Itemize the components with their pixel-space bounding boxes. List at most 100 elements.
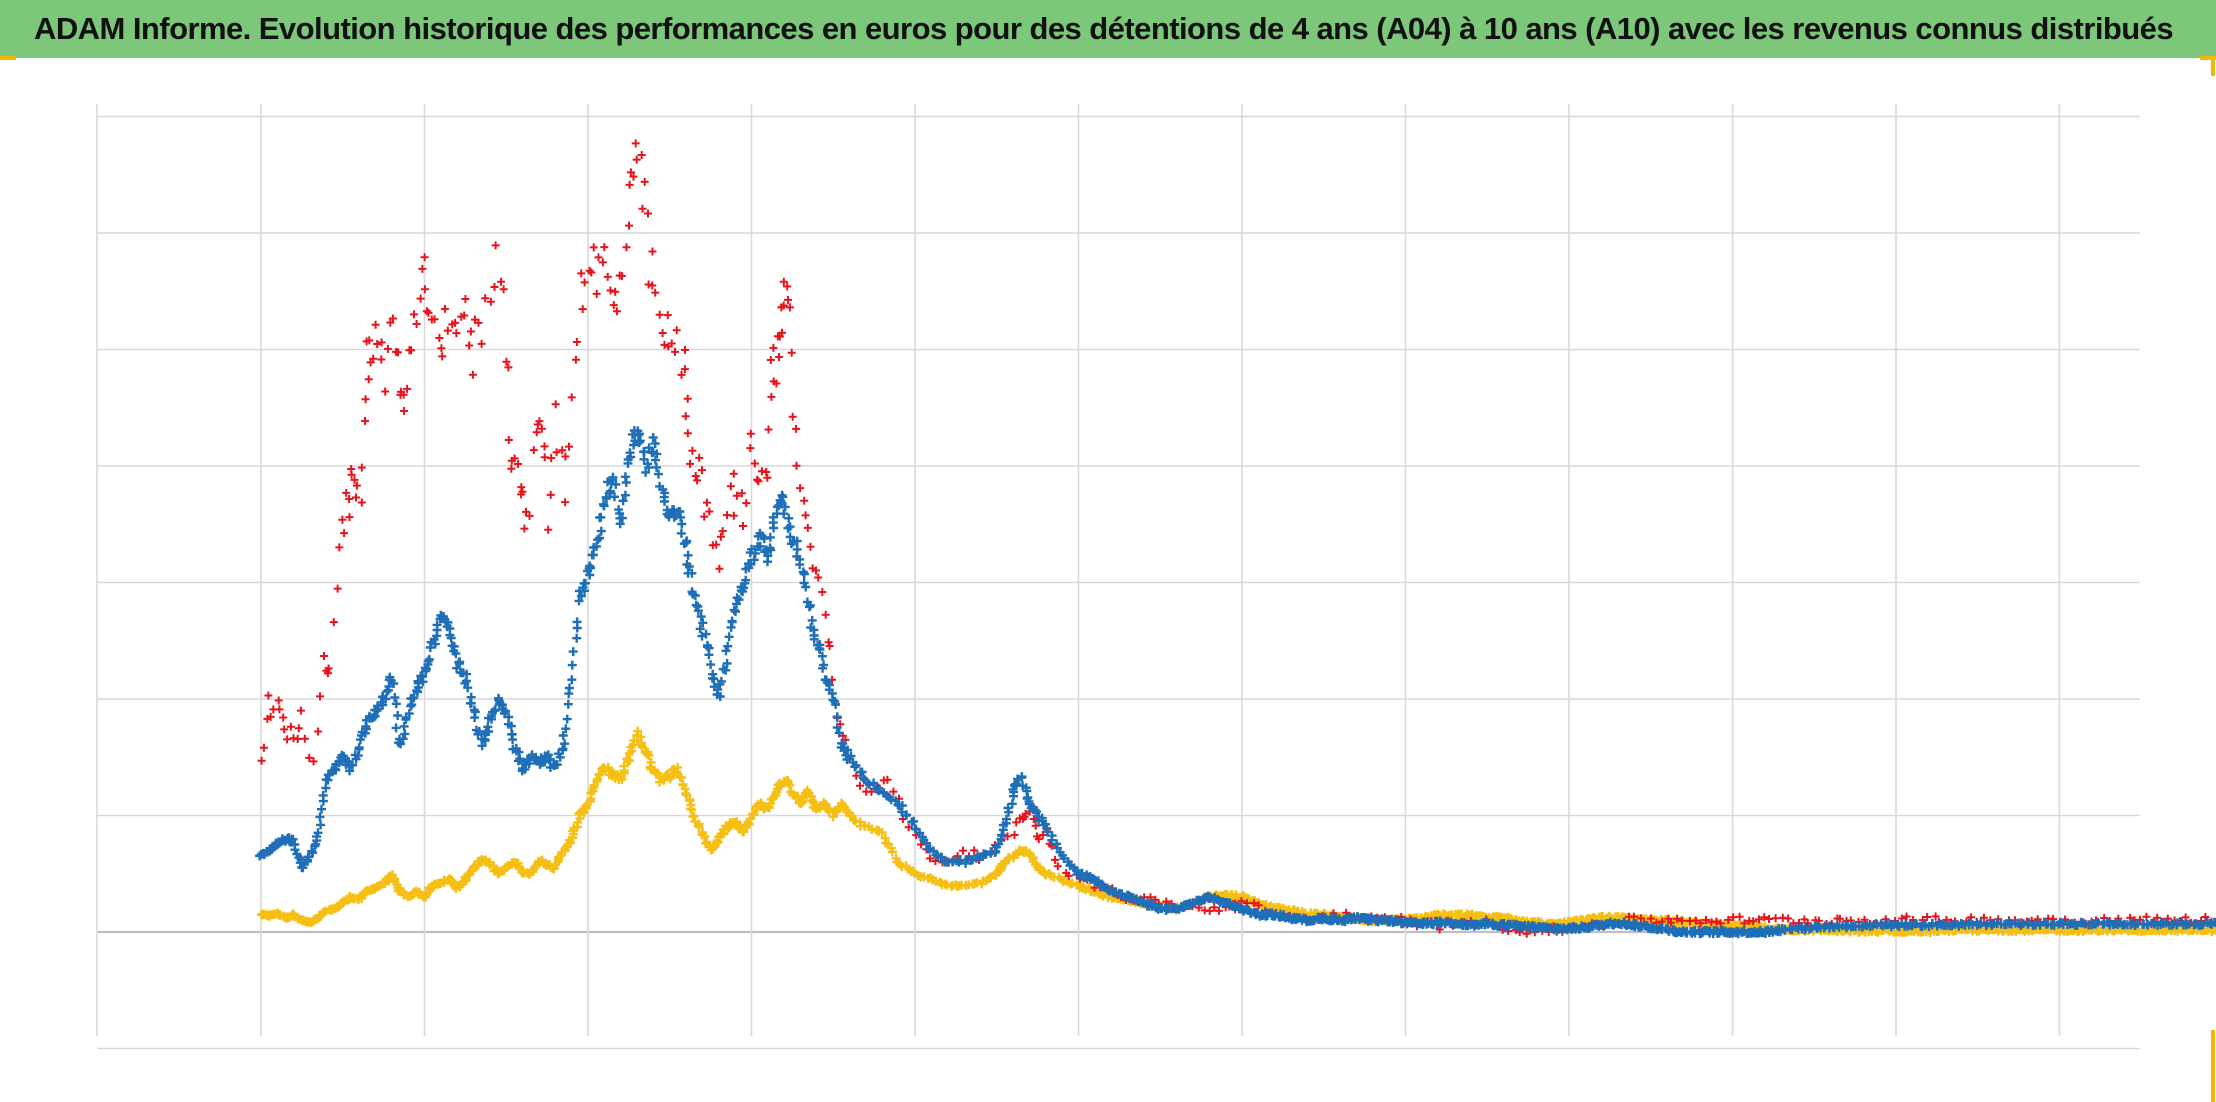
data-point: [889, 787, 898, 796]
data-point: [626, 452, 636, 462]
data-point: [598, 258, 607, 267]
data-point: [716, 532, 725, 541]
corner-accent-right-edge: [2211, 58, 2215, 76]
data-point: [785, 780, 795, 790]
data-point: [354, 743, 364, 753]
data-point: [877, 827, 887, 837]
data-point: [342, 488, 351, 497]
data-point: [477, 741, 487, 751]
data-point: [609, 301, 618, 310]
data-point: [648, 433, 658, 442]
data-point: [1749, 917, 1758, 926]
data-point: [561, 724, 571, 734]
data-point: [1053, 862, 1062, 871]
data-point: [703, 642, 713, 652]
data-point: [507, 464, 516, 473]
data-point: [593, 535, 603, 545]
data-point: [704, 650, 714, 660]
data-point: [2213, 927, 2216, 930]
data-point: [641, 467, 651, 477]
data-point: [631, 139, 640, 148]
data-point: [568, 647, 578, 657]
data-point: [588, 550, 598, 560]
data-point: [799, 569, 809, 579]
data-point: [763, 557, 772, 567]
data-point: [652, 462, 661, 472]
data-point: [772, 379, 781, 388]
data-point: [814, 573, 823, 582]
data-point: [763, 473, 772, 482]
data-point: [838, 739, 848, 748]
data-point: [821, 675, 831, 685]
data-point: [1021, 809, 1030, 818]
data-point: [400, 407, 409, 415]
data-point: [502, 357, 511, 366]
corner-accent-bottom-right: [2211, 1030, 2215, 1102]
data-point: [750, 548, 760, 558]
data-point: [766, 545, 776, 555]
data-point: [902, 810, 912, 820]
data-point: [321, 783, 331, 793]
data-point: [1835, 914, 1844, 923]
data-point: [694, 822, 704, 832]
data-point: [577, 269, 586, 278]
data-point: [564, 683, 574, 693]
data-point: [1678, 916, 1686, 925]
data-point: [357, 498, 366, 507]
data-point: [691, 600, 701, 610]
data-point: [572, 633, 582, 643]
data-point: [313, 828, 323, 838]
data-point: [792, 536, 802, 546]
data-point: [420, 285, 429, 294]
grid-layer: [96, 104, 2140, 1050]
data-point: [655, 310, 664, 319]
data-point: [595, 533, 604, 543]
data-point: [807, 615, 817, 625]
data-point: [340, 529, 349, 538]
data-point: [623, 458, 633, 468]
data-point: [671, 347, 679, 356]
data-point: [1210, 903, 1219, 912]
data-point: [778, 492, 788, 502]
data-point: [399, 390, 408, 399]
data-point: [643, 459, 653, 469]
data-point: [603, 272, 612, 281]
data-point: [1967, 913, 1976, 922]
data-point: [491, 241, 500, 250]
data-point: [681, 346, 689, 354]
data-point: [532, 428, 541, 437]
data-point: [970, 846, 979, 855]
data-point: [468, 370, 477, 379]
data-point: [687, 568, 697, 578]
data-point: [324, 664, 333, 673]
data-point: [608, 475, 618, 485]
data-point: [309, 757, 318, 766]
data-point: [617, 272, 626, 280]
data-point: [335, 543, 344, 552]
data-point: [658, 329, 667, 337]
data-point: [715, 692, 725, 701]
data-point: [765, 532, 775, 542]
data-point: [283, 735, 292, 744]
data-point: [605, 486, 615, 496]
data-point: [648, 247, 657, 256]
data-point: [318, 790, 328, 800]
data-point: [1696, 919, 1705, 928]
data-point: [1784, 914, 1793, 923]
data-point: [632, 155, 641, 164]
data-point: [514, 460, 523, 468]
data-point: [547, 454, 556, 463]
data-point: [778, 328, 786, 337]
data-point: [390, 693, 400, 702]
data-point: [683, 550, 693, 560]
data-point: [850, 762, 860, 772]
data-point: [562, 714, 572, 724]
data-point: [377, 338, 386, 347]
data-point: [345, 495, 354, 503]
data-point: [606, 286, 615, 295]
data-point: [767, 392, 776, 401]
data-point: [904, 823, 913, 832]
data-point: [729, 605, 739, 615]
data-point: [650, 439, 660, 448]
data-point: [382, 687, 392, 697]
